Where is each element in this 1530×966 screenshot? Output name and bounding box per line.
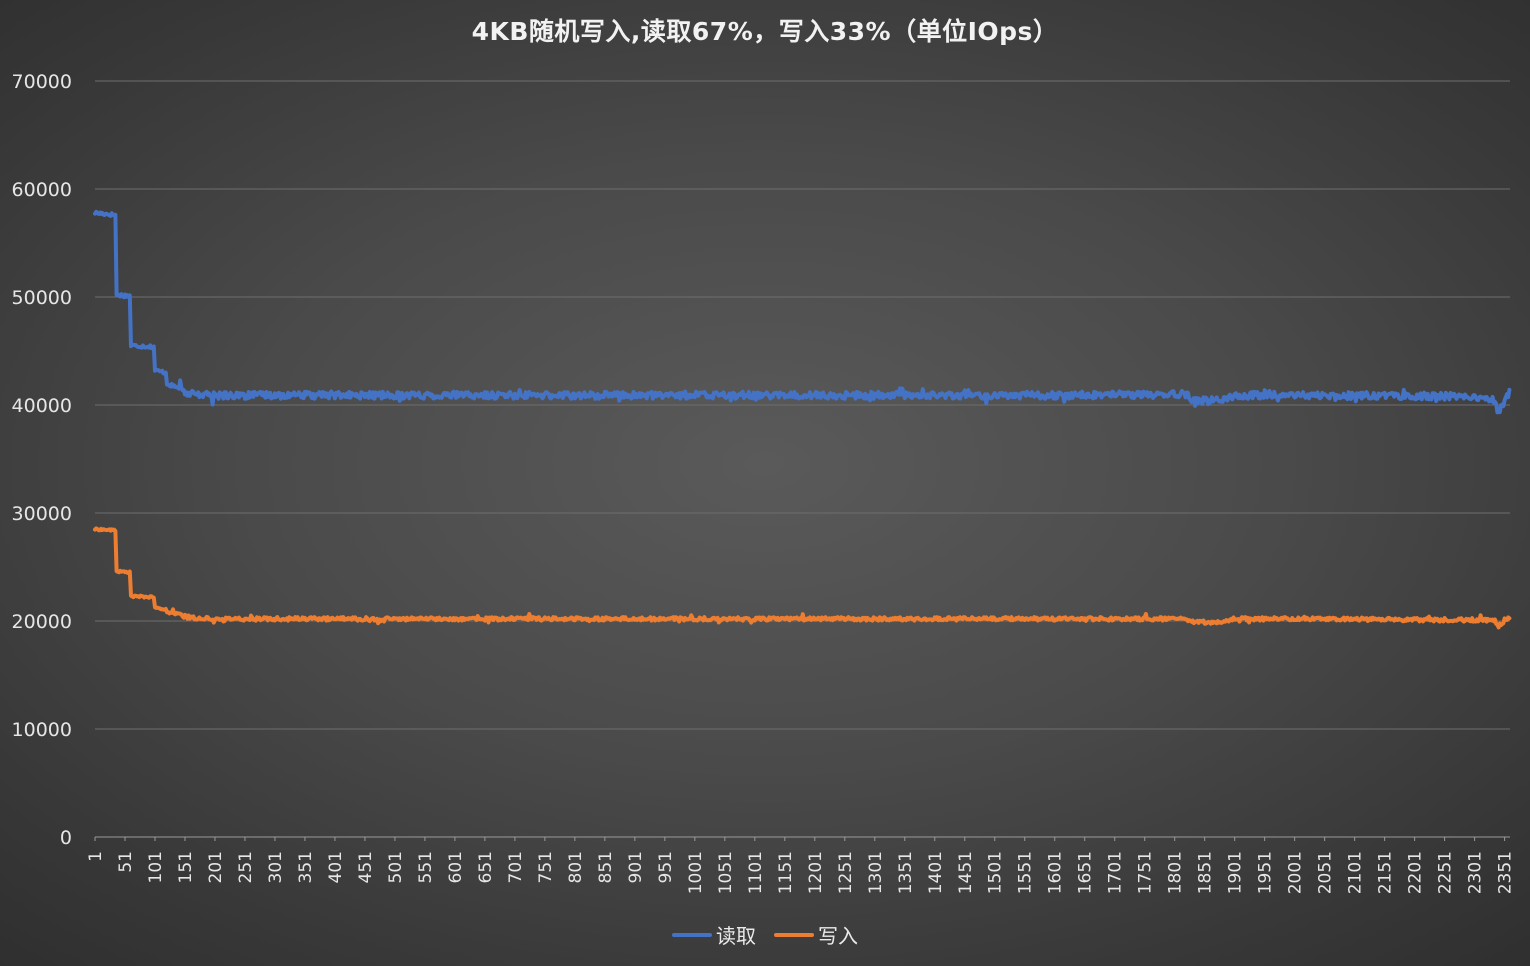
series-lines bbox=[93, 209, 1512, 630]
x-tick-label: 301 bbox=[266, 851, 286, 883]
legend-swatch-read bbox=[672, 932, 712, 937]
y-axis-tick-labels: 0 10000 20000 30000 40000 50000 60000 70000 bbox=[12, 71, 72, 849]
x-tick-label: 1451 bbox=[956, 851, 976, 894]
x-tick-label: 2201 bbox=[1406, 851, 1426, 894]
x-tick-label: 1351 bbox=[896, 851, 916, 894]
x-tick-label: 1651 bbox=[1076, 851, 1096, 894]
x-tick-label: 1751 bbox=[1136, 851, 1156, 894]
x-tick-label: 2001 bbox=[1286, 851, 1306, 894]
x-tick-label: 401 bbox=[326, 851, 346, 883]
x-tick-label: 851 bbox=[596, 851, 616, 883]
x-tick-label: 1 bbox=[86, 851, 106, 862]
y-tick-label: 10000 bbox=[12, 719, 72, 741]
series-line-read bbox=[93, 209, 1512, 415]
x-tick-label: 1551 bbox=[1016, 851, 1036, 894]
x-tick-label: 1301 bbox=[866, 851, 886, 894]
x-tick-label: 1101 bbox=[746, 851, 766, 894]
series-line-write bbox=[93, 526, 1512, 630]
x-tick-label: 251 bbox=[236, 851, 256, 883]
x-tick-label: 801 bbox=[566, 851, 586, 883]
y-tick-label: 30000 bbox=[12, 503, 72, 525]
legend-item-write[interactable]: 写入 bbox=[774, 920, 858, 949]
x-tick-label: 1201 bbox=[806, 851, 826, 894]
x-tick-label: 1701 bbox=[1106, 851, 1126, 894]
x-tick-label: 1601 bbox=[1046, 851, 1066, 894]
x-tick-label: 2101 bbox=[1346, 851, 1366, 894]
x-tick-label: 1001 bbox=[686, 851, 706, 894]
x-tick-label: 951 bbox=[656, 851, 676, 883]
x-tick-label: 201 bbox=[206, 851, 226, 883]
legend-item-read[interactable]: 读取 bbox=[672, 920, 756, 949]
gridlines bbox=[94, 80, 1510, 841]
legend-swatch-write bbox=[774, 932, 814, 937]
x-tick-label: 351 bbox=[296, 851, 316, 883]
x-tick-label: 1151 bbox=[776, 851, 796, 894]
y-tick-label: 50000 bbox=[12, 287, 72, 309]
y-tick-label: 60000 bbox=[12, 179, 72, 201]
x-tick-label: 901 bbox=[626, 851, 646, 883]
x-tick-label: 451 bbox=[356, 851, 376, 883]
x-tick-label: 1251 bbox=[836, 851, 856, 894]
x-tick-label: 1501 bbox=[986, 851, 1006, 894]
x-tick-label: 151 bbox=[176, 851, 196, 883]
x-tick-label: 751 bbox=[536, 851, 556, 883]
x-tick-label: 2151 bbox=[1376, 851, 1396, 894]
x-tick-label: 1401 bbox=[926, 851, 946, 894]
legend-label-read: 读取 bbox=[716, 924, 756, 948]
x-tick-label: 701 bbox=[506, 851, 526, 883]
y-tick-label: 70000 bbox=[12, 71, 72, 93]
x-tick-label: 1901 bbox=[1226, 851, 1246, 894]
x-tick-label: 2301 bbox=[1466, 851, 1486, 894]
y-tick-label: 40000 bbox=[12, 395, 72, 417]
x-tick-label: 2351 bbox=[1496, 851, 1516, 894]
chart-title: 4KB随机写入,读取67%，写入33%（单位IOps） bbox=[471, 17, 1059, 46]
y-tick-label: 20000 bbox=[12, 611, 72, 633]
x-tick-label: 2251 bbox=[1436, 851, 1456, 894]
x-axis-tick-labels: 1 51 101 151 201 251 301 351 401 451 501 551 601 651 7… bbox=[86, 851, 1516, 894]
x-tick-label: 51 bbox=[116, 851, 136, 873]
x-tick-label: 101 bbox=[146, 851, 166, 883]
y-tick-label: 0 bbox=[60, 827, 72, 849]
x-tick-label: 2051 bbox=[1316, 851, 1336, 894]
x-tick-label: 501 bbox=[386, 851, 406, 883]
x-tick-label: 1801 bbox=[1166, 851, 1186, 894]
x-tick-label: 1951 bbox=[1256, 851, 1276, 894]
x-tick-label: 551 bbox=[416, 851, 436, 883]
x-tick-label: 651 bbox=[476, 851, 496, 883]
x-tick-label: 1051 bbox=[716, 851, 736, 894]
x-tick-label: 601 bbox=[446, 851, 466, 883]
legend-label-write: 写入 bbox=[818, 924, 858, 948]
x-tick-label: 1851 bbox=[1196, 851, 1216, 894]
legend: 读取 写入 bbox=[0, 920, 1530, 949]
